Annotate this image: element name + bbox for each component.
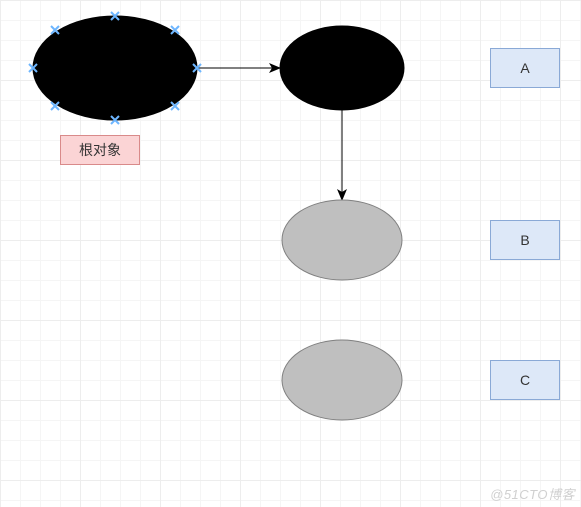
letter-box-a-text: A xyxy=(520,60,529,76)
letter-box-c[interactable]: C xyxy=(490,360,560,400)
letter-box-b-text: B xyxy=(520,232,529,248)
letter-box-c-text: C xyxy=(520,372,530,388)
letter-box-a[interactable]: A xyxy=(490,48,560,88)
node-c[interactable] xyxy=(282,340,402,420)
watermark: @51CTO博客 xyxy=(490,484,575,503)
letter-box-b[interactable]: B xyxy=(490,220,560,260)
diagram-canvas: 根对象 A B C @51CTO博客 xyxy=(0,0,581,507)
root-label[interactable]: 根对象 xyxy=(60,135,140,165)
node-a[interactable] xyxy=(280,26,404,110)
node-b[interactable] xyxy=(282,200,402,280)
root-label-text: 根对象 xyxy=(79,140,121,160)
